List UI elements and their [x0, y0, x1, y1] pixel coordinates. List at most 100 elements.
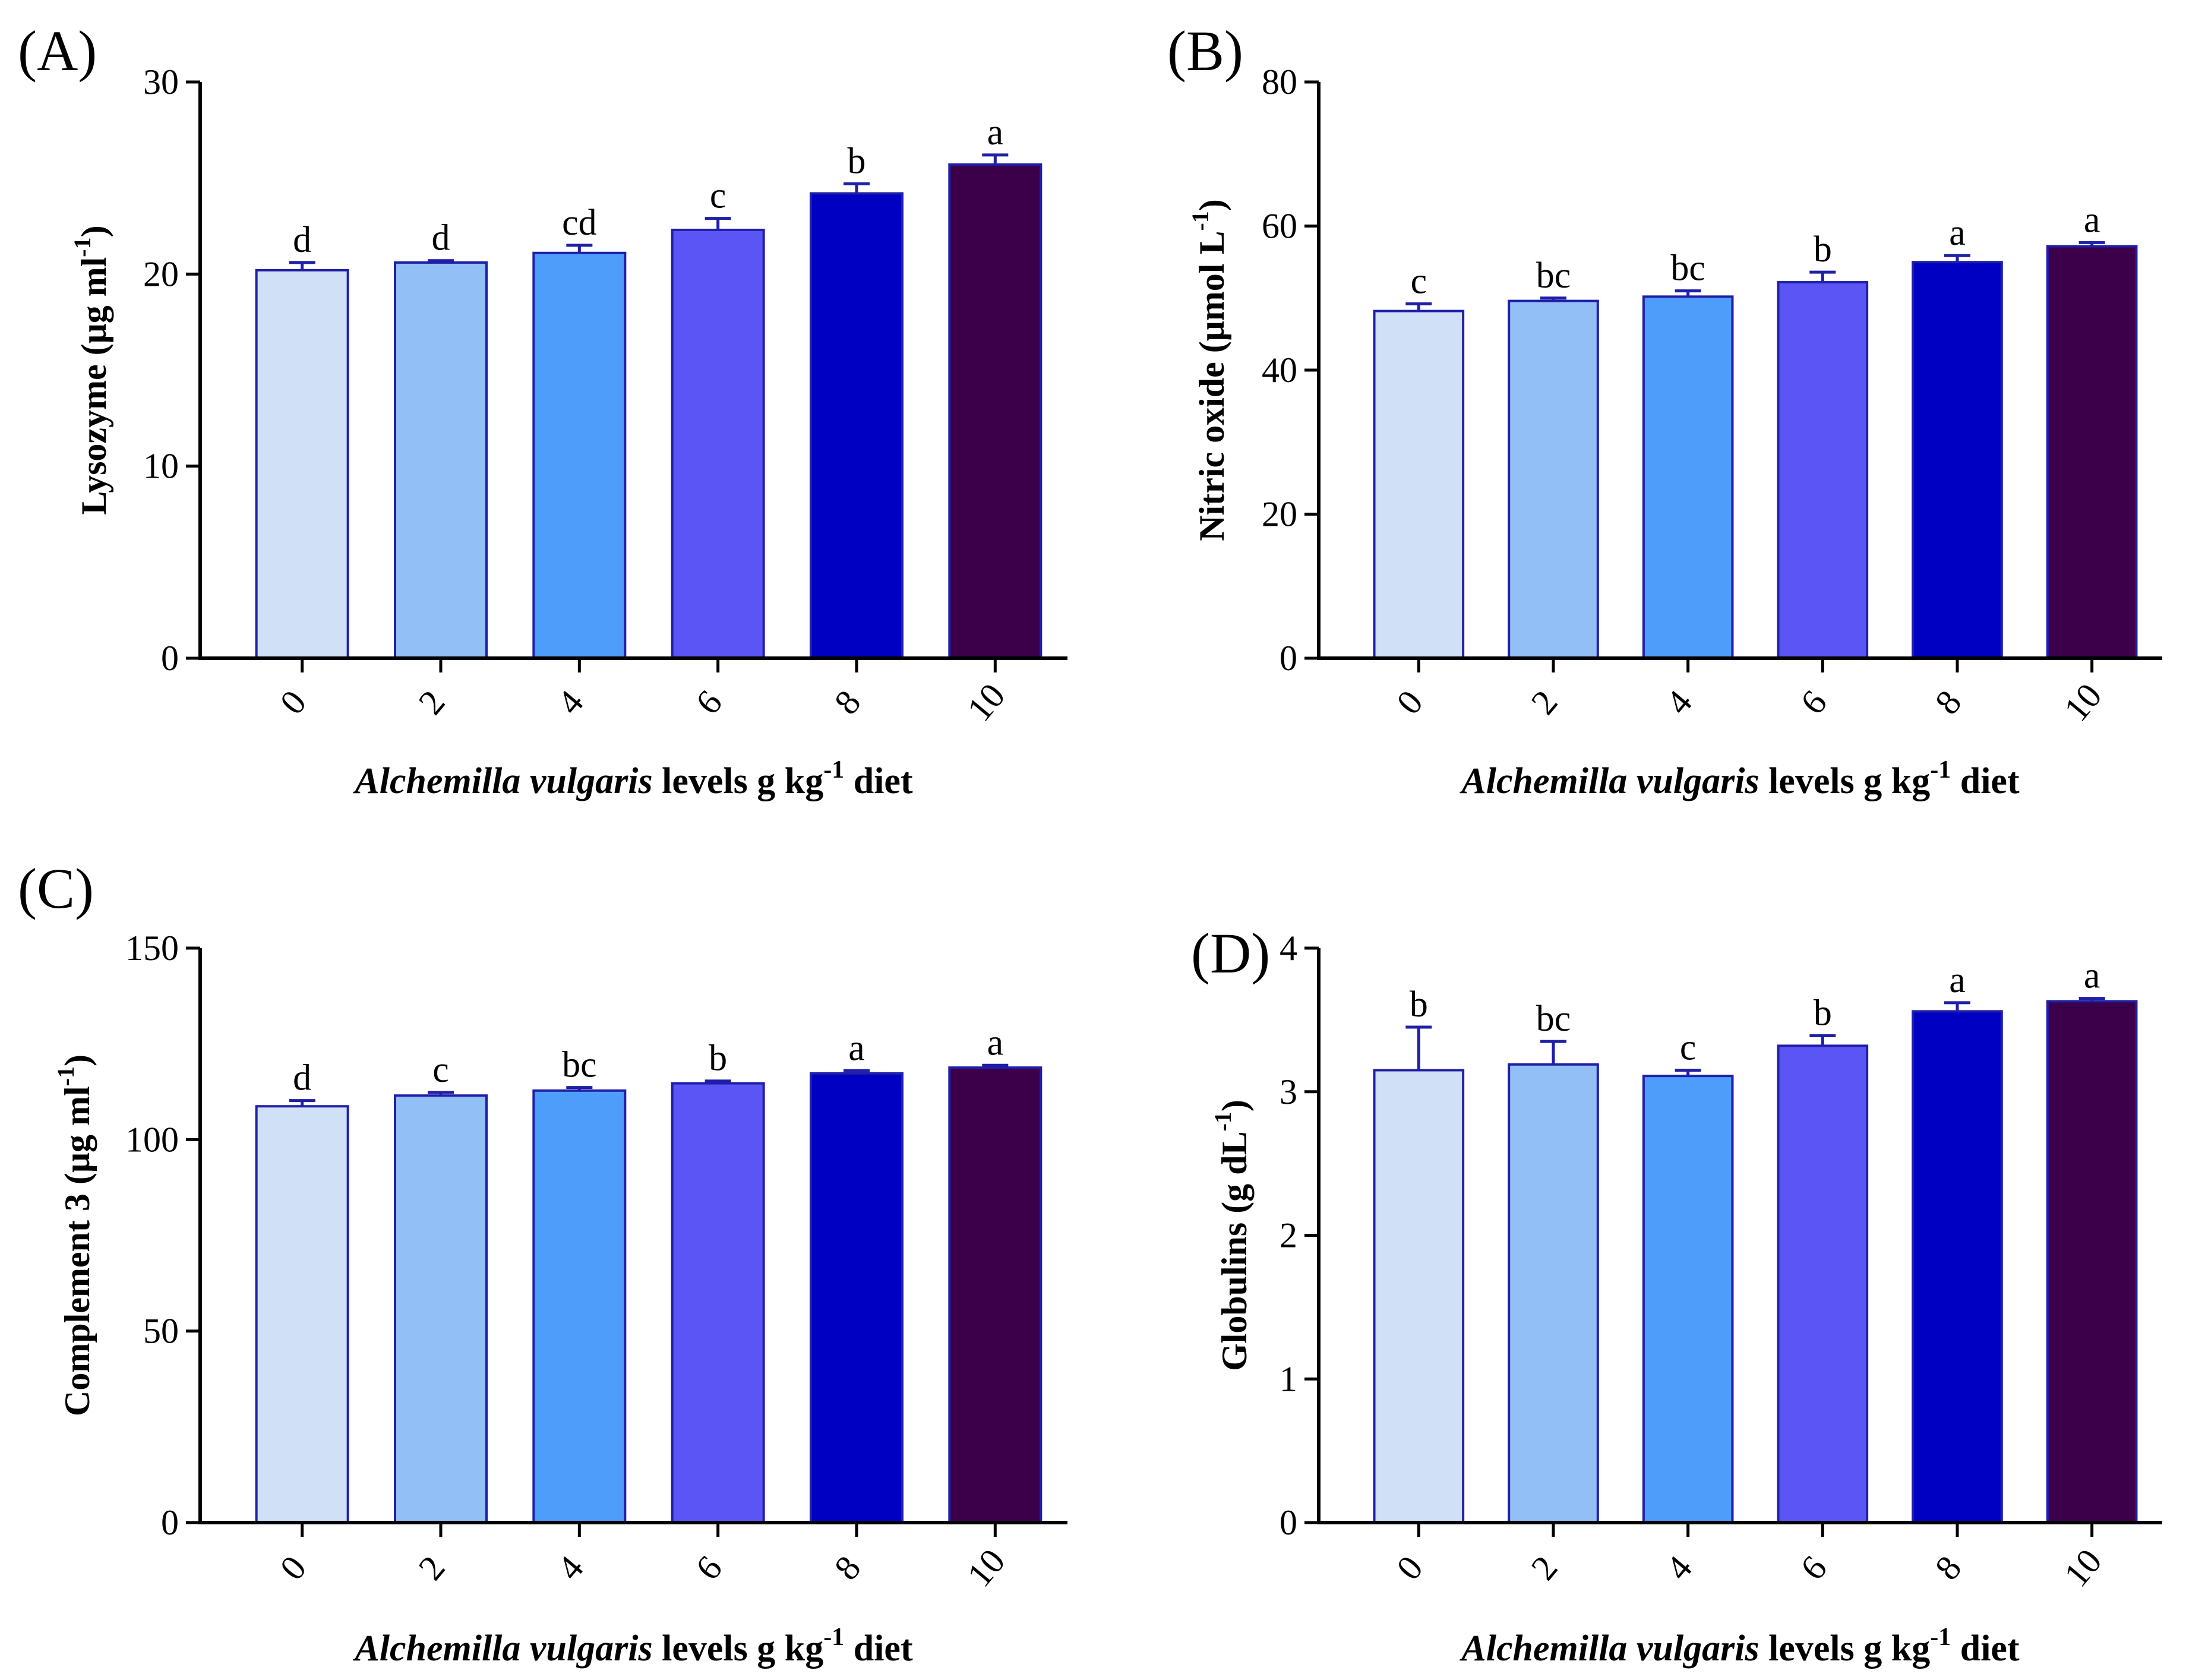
x-tick-label: 4 [549, 683, 591, 721]
x-tick-label: 10 [2056, 676, 2109, 728]
bar [1373, 1069, 1465, 1524]
significance-letter: a [1949, 960, 1966, 1000]
bar [1777, 281, 1869, 659]
x-tick-label: 6 [1793, 1548, 1834, 1587]
x-tick-label: 4 [1658, 1548, 1699, 1587]
x-axis-label-end: diet [844, 1628, 913, 1669]
significance-letter: bc [1536, 255, 1571, 296]
panel-label: (B) [1167, 19, 1243, 83]
significance-letter: a [987, 112, 1004, 153]
bar [532, 1089, 627, 1524]
y-axis-label: Nitric oxide (μmol L-1) [1187, 199, 1231, 541]
bar [1642, 295, 1734, 659]
y-axis-label-text: Lysozyme (μg ml [74, 257, 113, 515]
bar [1642, 1075, 1734, 1524]
x-axis-label-text: levels g kg [653, 761, 824, 801]
significance-letter: d [293, 220, 311, 260]
x-axis-label: Alchemilla vulgaris levels g kg-1 diet [352, 756, 913, 801]
y-axis-label-end: ) [58, 1054, 97, 1066]
bar [1508, 1063, 1599, 1524]
y-tick-label: 50 [143, 1312, 179, 1351]
y-tick-label: 0 [161, 639, 179, 678]
bar [1912, 1010, 2003, 1524]
y-tick-label: 3 [1280, 1072, 1297, 1111]
significance-letter: a [848, 1028, 865, 1068]
x-tick-label: 8 [1928, 683, 1969, 721]
x-tick-label: 2 [411, 683, 453, 721]
x-axis-label-end: diet [1951, 761, 2020, 801]
y-axis-label-text: Complement 3 (μg ml [58, 1086, 97, 1416]
bar [948, 1066, 1043, 1524]
significance-letter: b [1410, 984, 1428, 1025]
significance-letter: b [848, 141, 866, 181]
y-tick-label: 10 [143, 447, 179, 486]
y-axis-label: Lysozyme (μg ml-1) [69, 225, 113, 514]
bar [671, 1082, 765, 1524]
x-tick-label: 2 [1524, 683, 1565, 721]
x-axis-label-species: Alchemilla vulgaris [352, 1628, 652, 1669]
x-tick-label: 10 [959, 1542, 1012, 1594]
x-axis-label-end: diet [1951, 1628, 2020, 1669]
x-tick-label: 8 [827, 1548, 868, 1587]
x-axis-label-text: levels g kg [653, 1628, 824, 1669]
bar [255, 269, 349, 660]
bar [2046, 245, 2138, 659]
x-tick-label: 10 [2056, 1542, 2109, 1594]
significance-letter: b [1814, 993, 1832, 1033]
y-axis-label-text: Nitric oxide (μmol L [1192, 231, 1231, 541]
x-tick-label: 0 [272, 1548, 314, 1587]
x-axis-label-text: levels g kg [1759, 1628, 1931, 1669]
y-axis-label-end: ) [1192, 199, 1231, 211]
x-axis-label: Alchemilla vulgaris levels g kg-1 diet [352, 1624, 913, 1669]
y-tick-label: 40 [1262, 350, 1297, 390]
y-tick-label: 60 [1262, 207, 1297, 246]
x-axis-label-sup: -1 [823, 756, 844, 784]
bar [810, 1072, 904, 1524]
x-tick-label: 8 [827, 683, 868, 721]
significance-letter: a [2084, 956, 2100, 996]
significance-letter: d [293, 1058, 311, 1098]
y-axis-label-sup: -1 [1187, 211, 1214, 230]
y-tick-label: 0 [1280, 1503, 1297, 1542]
panel-label: (D) [1191, 921, 1270, 985]
y-tick-label: 20 [143, 254, 179, 293]
chart-panel-b: (B) c 0 bc 2 bc 4 b 6 a 8 a 10 0 20 40 60 80 Nitric oxide … [1167, 19, 2162, 801]
y-axis-label-sup: -1 [69, 237, 96, 257]
bar [394, 1094, 488, 1524]
x-tick-label: 0 [1389, 683, 1430, 721]
x-axis-label-text: levels g kg [1759, 761, 1931, 801]
significance-letter: c [710, 176, 726, 216]
x-axis-label-sup: -1 [1930, 1624, 1951, 1651]
significance-letter: bc [1670, 248, 1705, 289]
y-axis-label-end: ) [74, 225, 113, 237]
y-axis-label-end: ) [1215, 1100, 1254, 1111]
bar [1912, 261, 2003, 659]
y-axis-label-text: Globulins (g dL [1215, 1131, 1254, 1371]
y-axis-label-sup: -1 [52, 1066, 79, 1086]
x-tick-label: 0 [1389, 1548, 1430, 1587]
x-axis-label-sup: -1 [1930, 756, 1951, 784]
y-tick-label: 80 [1262, 62, 1297, 102]
significance-letter: a [2084, 200, 2100, 240]
bar [671, 228, 765, 659]
y-tick-label: 20 [1262, 495, 1297, 534]
x-axis-label: Alchemilla vulgaris levels g kg-1 diet [1459, 1624, 2020, 1669]
y-tick-label: 2 [1280, 1216, 1297, 1255]
significance-letter: c [432, 1050, 449, 1090]
significance-letter: d [432, 218, 450, 258]
x-tick-label: 6 [1793, 683, 1834, 721]
bar [948, 163, 1043, 659]
y-tick-label: 0 [1280, 639, 1297, 678]
x-tick-label: 2 [1524, 1548, 1565, 1587]
bar [1508, 299, 1599, 660]
x-tick-label: 2 [411, 1548, 453, 1587]
y-tick-label: 150 [125, 929, 179, 968]
x-axis-label-sup: -1 [823, 1624, 844, 1651]
x-tick-label: 4 [549, 1548, 591, 1587]
x-axis-label-end: diet [844, 761, 913, 801]
y-tick-label: 100 [125, 1120, 179, 1159]
